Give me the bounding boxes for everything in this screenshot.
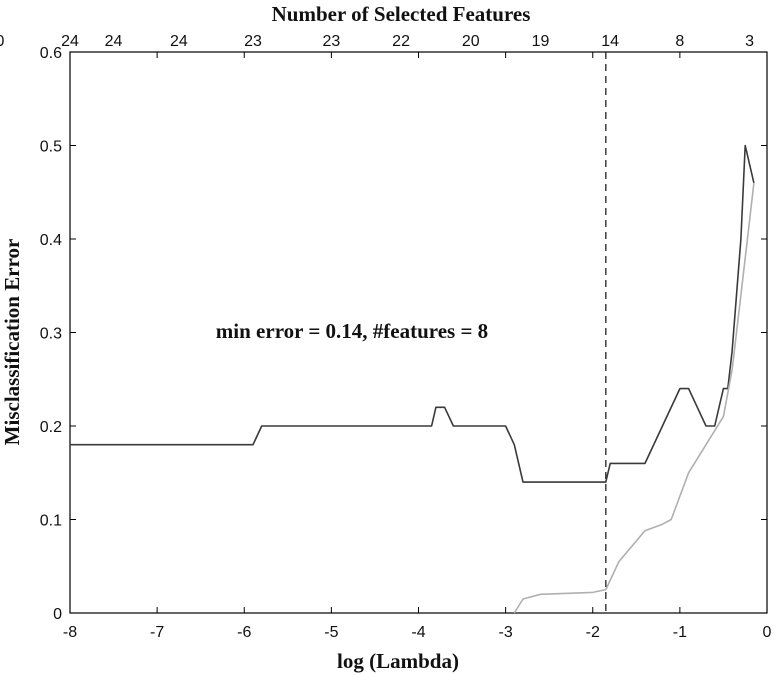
series-line-dark <box>70 144 755 483</box>
x-tick-label: -1 <box>673 624 687 641</box>
y-tick-label: 0.5 <box>40 139 62 156</box>
top-tick-label: 0 <box>0 33 5 50</box>
y-tick-label: 0.6 <box>40 45 62 62</box>
min-error-annotation: min error = 0.14, #features = 8 <box>216 319 488 343</box>
plot-area: -8 -7 -6 -5 -4 -3 -2 -1 000.10.20.30.40.50.624 24… <box>0 33 772 641</box>
top-tick-label: 8 <box>675 33 684 50</box>
top-tick-label: 24 <box>61 33 79 50</box>
top-tick-label: 19 <box>532 33 550 50</box>
top-tick-label: 14 <box>601 33 619 50</box>
top-tick-label: 24 <box>170 33 188 50</box>
y-tick-label: 0.1 <box>40 513 62 530</box>
x-tick-label: -3 <box>499 624 513 641</box>
x-tick-label: -4 <box>411 624 425 641</box>
top-tick-label: 22 <box>392 33 410 50</box>
x-axis-title: log (Lambda) <box>337 649 459 673</box>
x-tick-label: -7 <box>150 624 164 641</box>
top-tick-label: 24 <box>105 33 123 50</box>
top-axis-title: Number of Selected Features <box>272 2 531 26</box>
top-tick-label: 3 <box>745 33 754 50</box>
x-tick-label: -5 <box>324 624 338 641</box>
y-tick-label: 0 <box>53 606 62 623</box>
x-tick-label: -8 <box>63 624 77 641</box>
series-line-light <box>513 182 755 614</box>
y-tick-label: 0.3 <box>40 326 62 343</box>
y-tick-label: 0.4 <box>40 232 62 249</box>
x-tick-label: -2 <box>586 624 600 641</box>
top-tick-label: 23 <box>244 33 262 50</box>
y-tick-label: 0.2 <box>40 419 62 436</box>
y-axis-title: Misclassification Error <box>0 239 24 446</box>
x-tick-label: -6 <box>237 624 251 641</box>
x-tick-label: 0 <box>763 624 772 641</box>
top-tick-label: 23 <box>322 33 340 50</box>
top-tick-label: 20 <box>462 33 480 50</box>
